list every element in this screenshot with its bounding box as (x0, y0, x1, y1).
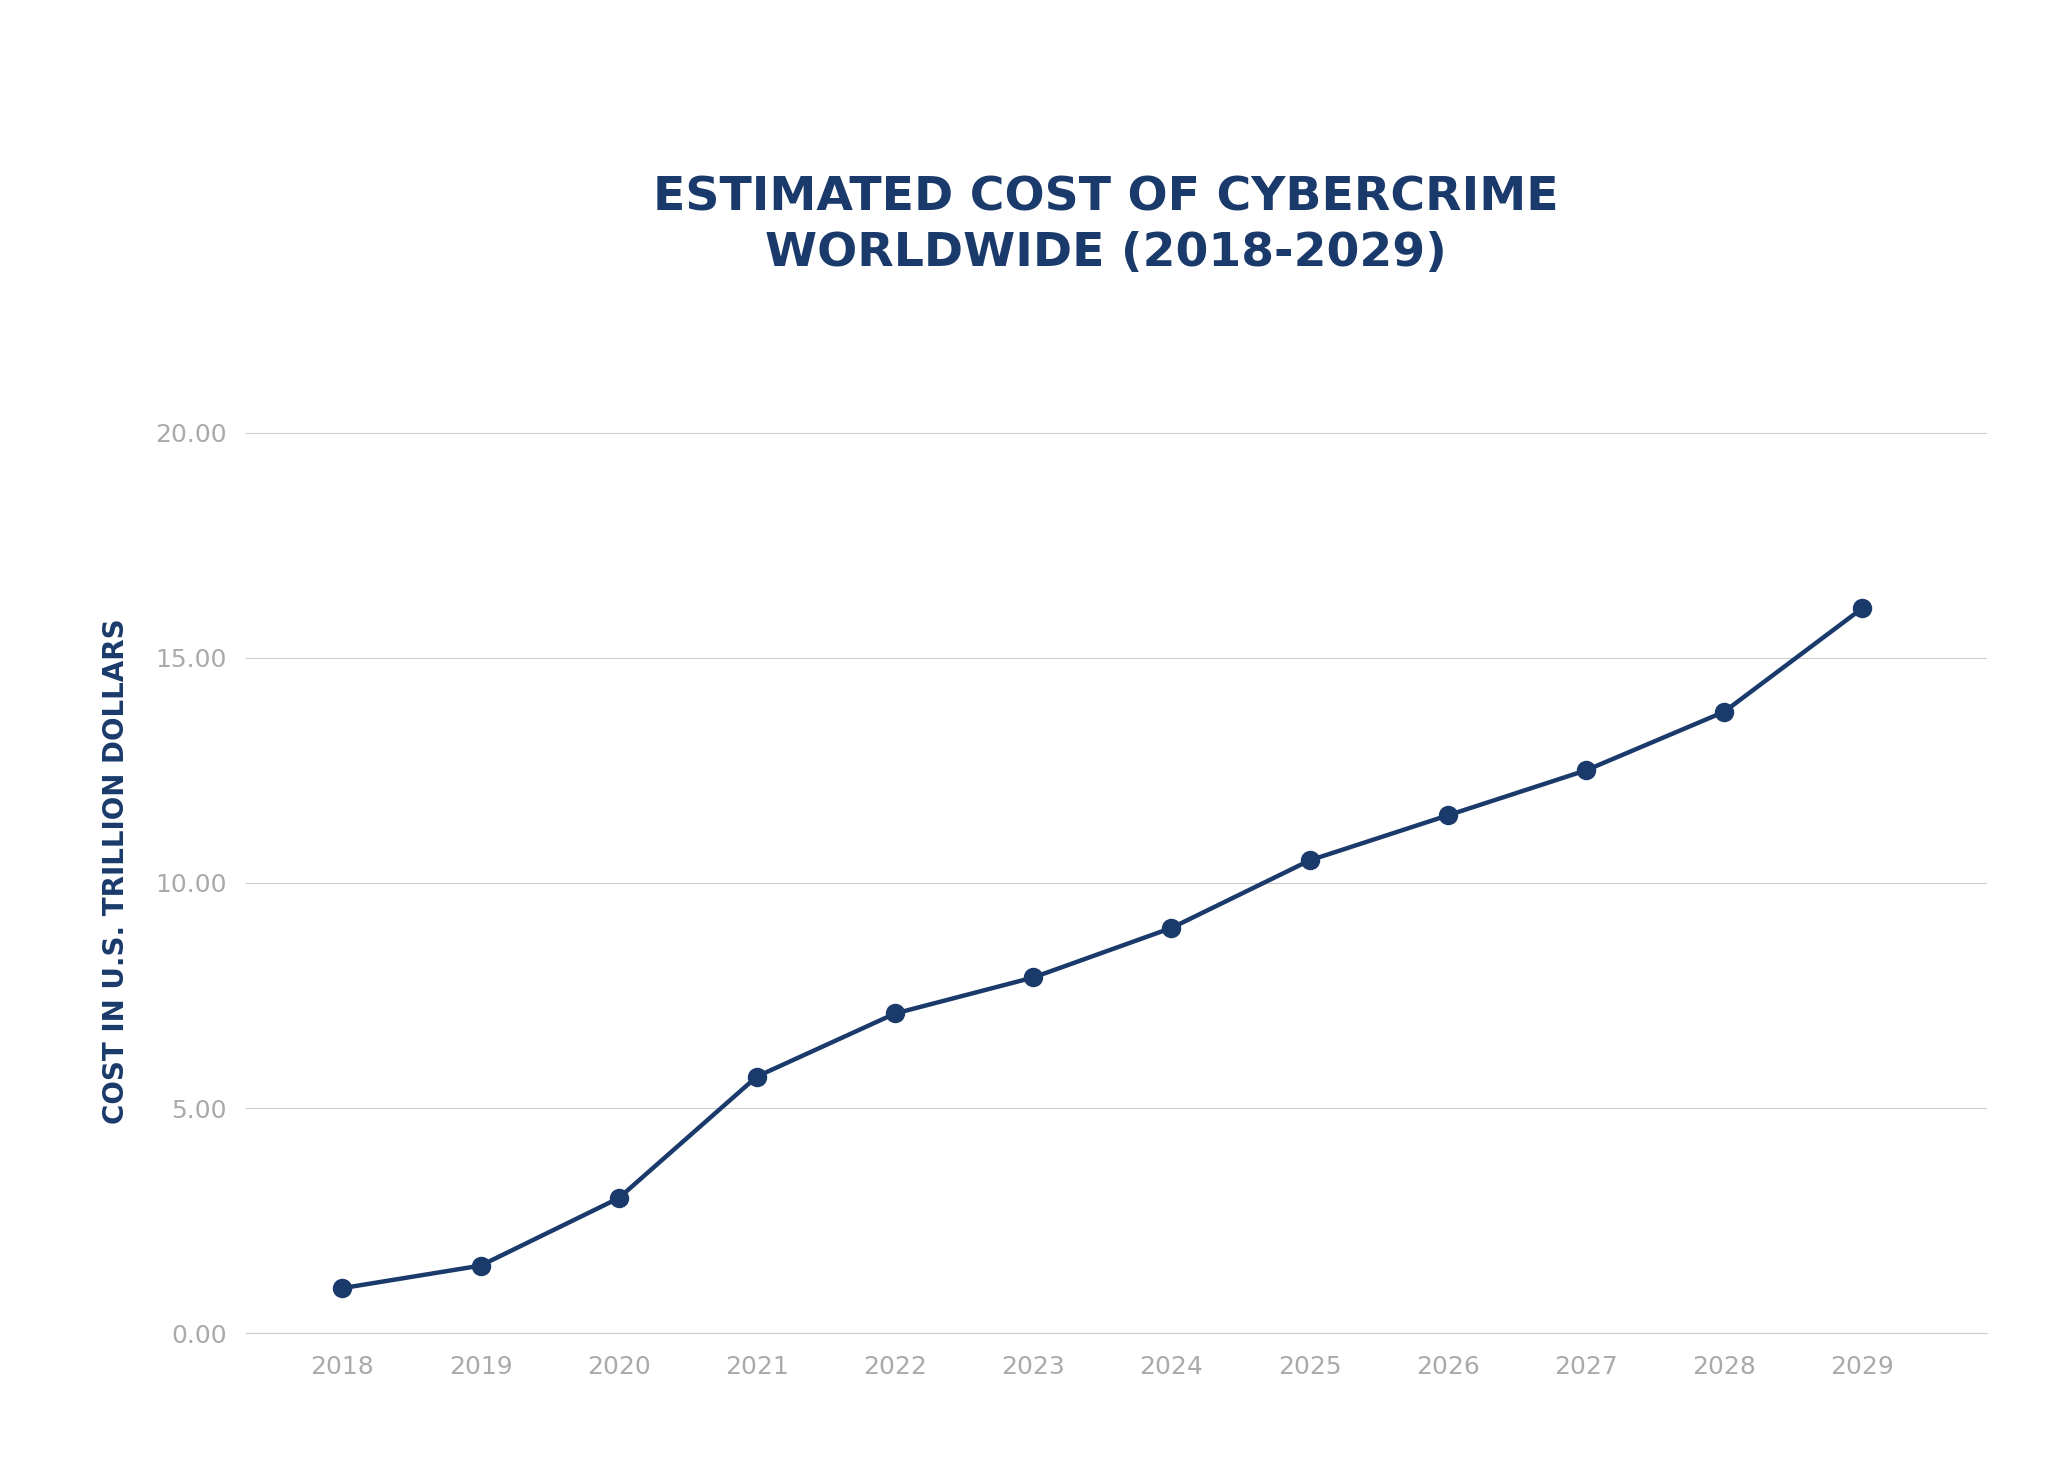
Y-axis label: COST IN U.S. TRILLION DOLLARS: COST IN U.S. TRILLION DOLLARS (102, 618, 131, 1125)
Text: ESTIMATED COST OF CYBERCRIME
WORLDWIDE (2018-2029): ESTIMATED COST OF CYBERCRIME WORLDWIDE (… (653, 176, 1559, 277)
